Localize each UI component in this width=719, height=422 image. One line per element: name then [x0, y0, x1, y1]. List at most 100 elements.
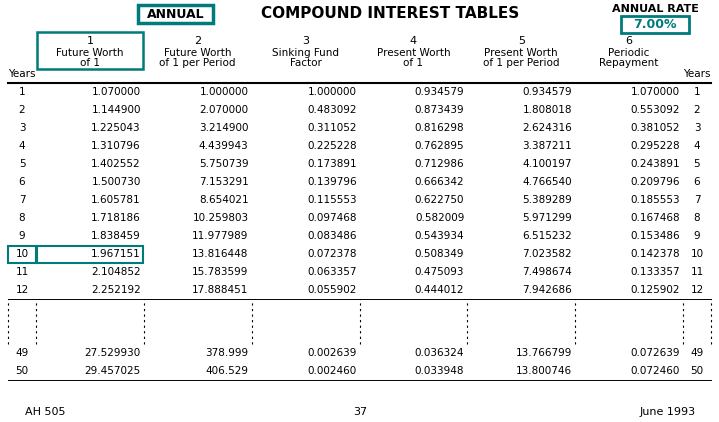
Text: Present Worth: Present Worth	[377, 48, 450, 58]
Text: 8: 8	[694, 213, 700, 223]
Text: 0.712986: 0.712986	[415, 159, 464, 169]
Text: 0.666342: 0.666342	[415, 177, 464, 187]
Text: 2: 2	[694, 105, 700, 115]
Text: 2.070000: 2.070000	[200, 105, 249, 115]
Text: 0.072460: 0.072460	[631, 366, 680, 376]
Text: 37: 37	[353, 407, 367, 417]
Text: Years: Years	[8, 69, 36, 79]
Text: 0.444012: 0.444012	[415, 285, 464, 295]
Text: of 1 per Period: of 1 per Period	[160, 58, 236, 68]
Text: Repayment: Repayment	[600, 58, 659, 68]
Text: 1.838459: 1.838459	[91, 231, 141, 241]
Text: 0.816298: 0.816298	[415, 123, 464, 133]
Text: 12: 12	[690, 285, 704, 295]
Text: 0.622750: 0.622750	[415, 195, 464, 205]
Text: 8: 8	[19, 213, 25, 223]
Text: 49: 49	[690, 348, 704, 358]
Text: 5: 5	[19, 159, 25, 169]
Text: 10: 10	[690, 249, 704, 259]
Text: 0.762895: 0.762895	[415, 141, 464, 151]
Text: 5.971299: 5.971299	[523, 213, 572, 223]
Text: Future Worth: Future Worth	[164, 48, 232, 58]
Text: AH 505: AH 505	[24, 407, 65, 417]
Text: 0.002639: 0.002639	[307, 348, 357, 358]
Text: 7.153291: 7.153291	[199, 177, 249, 187]
Text: 1.000000: 1.000000	[200, 87, 249, 97]
Text: 9: 9	[19, 231, 25, 241]
Text: 1.808018: 1.808018	[523, 105, 572, 115]
Text: 0.125902: 0.125902	[631, 285, 680, 295]
Text: Future Worth: Future Worth	[56, 48, 124, 58]
Text: 11: 11	[690, 267, 704, 277]
Text: 0.185553: 0.185553	[631, 195, 680, 205]
Text: 6: 6	[694, 177, 700, 187]
Text: 1.000000: 1.000000	[308, 87, 357, 97]
Text: 1: 1	[86, 36, 93, 46]
Text: 1: 1	[694, 87, 700, 97]
Text: 17.888451: 17.888451	[192, 285, 249, 295]
Text: 0.167468: 0.167468	[631, 213, 680, 223]
Text: 1.310796: 1.310796	[91, 141, 141, 151]
Text: 13.766799: 13.766799	[516, 348, 572, 358]
Text: 0.072639: 0.072639	[631, 348, 680, 358]
Text: 1.500730: 1.500730	[91, 177, 141, 187]
Text: 0.033948: 0.033948	[415, 366, 464, 376]
Text: ANNUAL: ANNUAL	[147, 8, 204, 21]
Text: 3.214900: 3.214900	[199, 123, 249, 133]
Text: 10.259803: 10.259803	[193, 213, 249, 223]
Text: 0.115553: 0.115553	[307, 195, 357, 205]
Text: 1.605781: 1.605781	[91, 195, 141, 205]
Text: 3: 3	[302, 36, 309, 46]
Text: 4.766540: 4.766540	[523, 177, 572, 187]
Text: 0.139796: 0.139796	[307, 177, 357, 187]
Text: 1.225043: 1.225043	[91, 123, 141, 133]
Text: 1.967151: 1.967151	[91, 249, 141, 259]
Text: June 1993: June 1993	[640, 407, 696, 417]
Text: 0.133357: 0.133357	[631, 267, 680, 277]
Text: 1.402552: 1.402552	[91, 159, 141, 169]
Text: 1: 1	[19, 87, 25, 97]
Text: COMPOUND INTEREST TABLES: COMPOUND INTEREST TABLES	[261, 6, 519, 22]
Bar	[621, 16, 689, 33]
Text: of 1 per Period: of 1 per Period	[483, 58, 559, 68]
Text: 0.083486: 0.083486	[307, 231, 357, 241]
Text: 406.529: 406.529	[206, 366, 249, 376]
Text: 15.783599: 15.783599	[192, 267, 249, 277]
Text: 7.00%: 7.00%	[633, 18, 677, 31]
Text: 0.582009: 0.582009	[415, 213, 464, 223]
Text: 5: 5	[518, 36, 525, 46]
Text: 11: 11	[15, 267, 29, 277]
Text: ANNUAL RATE: ANNUAL RATE	[612, 4, 698, 14]
Text: 50: 50	[690, 366, 704, 376]
Text: 13.816448: 13.816448	[192, 249, 249, 259]
Text: 1.144900: 1.144900	[91, 105, 141, 115]
Bar	[8, 246, 36, 262]
Bar	[37, 32, 143, 69]
Text: 1.718186: 1.718186	[91, 213, 141, 223]
Text: Present Worth: Present Worth	[485, 48, 558, 58]
Text: 7.498674: 7.498674	[523, 267, 572, 277]
Text: of 1: of 1	[80, 58, 100, 68]
Text: 0.553092: 0.553092	[631, 105, 680, 115]
Text: 8.654021: 8.654021	[199, 195, 249, 205]
Text: 0.543934: 0.543934	[415, 231, 464, 241]
Text: 7.942686: 7.942686	[523, 285, 572, 295]
Text: 4.439943: 4.439943	[199, 141, 249, 151]
Text: 0.225228: 0.225228	[307, 141, 357, 151]
Text: Factor: Factor	[290, 58, 321, 68]
Bar	[138, 5, 213, 23]
Text: 10: 10	[15, 249, 29, 259]
Text: 2: 2	[19, 105, 25, 115]
Text: 29.457025: 29.457025	[85, 366, 141, 376]
Text: Years: Years	[683, 69, 711, 79]
Text: 5: 5	[694, 159, 700, 169]
Text: 0.063357: 0.063357	[307, 267, 357, 277]
Text: 3: 3	[19, 123, 25, 133]
Text: 13.800746: 13.800746	[516, 366, 572, 376]
Text: 0.381052: 0.381052	[631, 123, 680, 133]
Text: 9: 9	[694, 231, 700, 241]
Text: 1.070000: 1.070000	[92, 87, 141, 97]
Text: 1.070000: 1.070000	[631, 87, 680, 97]
Text: of 1: of 1	[403, 58, 423, 68]
Text: 0.934579: 0.934579	[523, 87, 572, 97]
